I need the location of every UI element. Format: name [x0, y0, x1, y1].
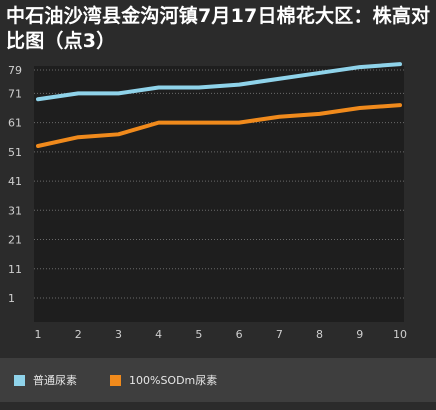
data-point-series-1 [197, 86, 201, 90]
x-tick-label: 7 [276, 328, 283, 341]
data-point-series-2 [237, 121, 241, 125]
x-tick-label: 3 [115, 328, 122, 341]
data-point-series-1 [36, 97, 40, 101]
x-tick-label: 2 [75, 328, 82, 341]
y-tick-label: 1 [8, 292, 15, 305]
chart-area: 1 11 21 31 41 51 61 71 79 1 2 3 4 5 6 7 8 9 10 [0, 58, 436, 348]
y-tick-label: 79 [8, 64, 22, 77]
legend-item-series-2[interactable]: 100%SODm尿素 [110, 372, 217, 388]
data-point-series-1 [237, 83, 241, 87]
data-point-series-2 [76, 135, 80, 139]
y-tick-label: 41 [8, 175, 22, 188]
legend-label-series-1: 普通尿素 [33, 374, 77, 387]
data-point-series-1 [318, 71, 322, 75]
x-tick-label: 8 [316, 328, 323, 341]
data-point-series-1 [76, 91, 80, 95]
y-tick-label: 71 [8, 87, 22, 100]
legend: 普通尿素 100%SODm尿素 [0, 358, 436, 402]
plot-background [34, 66, 404, 322]
data-point-series-1 [116, 91, 120, 95]
series-line-1 [36, 62, 402, 102]
data-point-series-2 [398, 103, 402, 107]
y-tick-label: 61 [8, 117, 22, 130]
data-point-series-2 [157, 121, 161, 125]
chart-title: 中石油沙湾县金沟河镇7月17日棉花大区：株高对比图（点3） [6, 5, 431, 52]
x-axis-ticks: 1 2 3 4 5 6 7 8 9 10 [35, 328, 408, 341]
data-point-series-1 [398, 62, 402, 66]
legend-item-series-1[interactable]: 普通尿素 [14, 372, 77, 388]
x-tick-label: 5 [195, 328, 202, 341]
x-tick-label: 9 [356, 328, 363, 341]
data-point-series-2 [358, 106, 362, 110]
x-tick-label: 10 [393, 328, 407, 341]
data-point-series-1 [277, 77, 281, 81]
y-tick-label: 31 [8, 204, 22, 217]
legend-swatch-series-2 [110, 374, 121, 386]
data-point-series-2 [116, 132, 120, 136]
x-tick-label: 4 [155, 328, 162, 341]
y-tick-label: 51 [8, 146, 22, 159]
data-point-series-2 [277, 115, 281, 119]
legend-label-series-2: 100%SODm尿素 [129, 374, 218, 387]
series-line-2 [36, 103, 402, 148]
x-tick-label: 6 [236, 328, 243, 341]
series-lines [36, 62, 402, 148]
y-tick-label: 11 [8, 263, 22, 276]
x-tick-label: 1 [35, 328, 42, 341]
data-point-series-2 [197, 121, 201, 125]
data-point-series-2 [36, 144, 40, 148]
data-point-series-2 [318, 112, 322, 116]
data-point-series-1 [157, 86, 161, 90]
data-point-series-1 [358, 65, 362, 69]
legend-swatch-series-1 [14, 374, 25, 386]
y-tick-label: 21 [8, 234, 22, 247]
